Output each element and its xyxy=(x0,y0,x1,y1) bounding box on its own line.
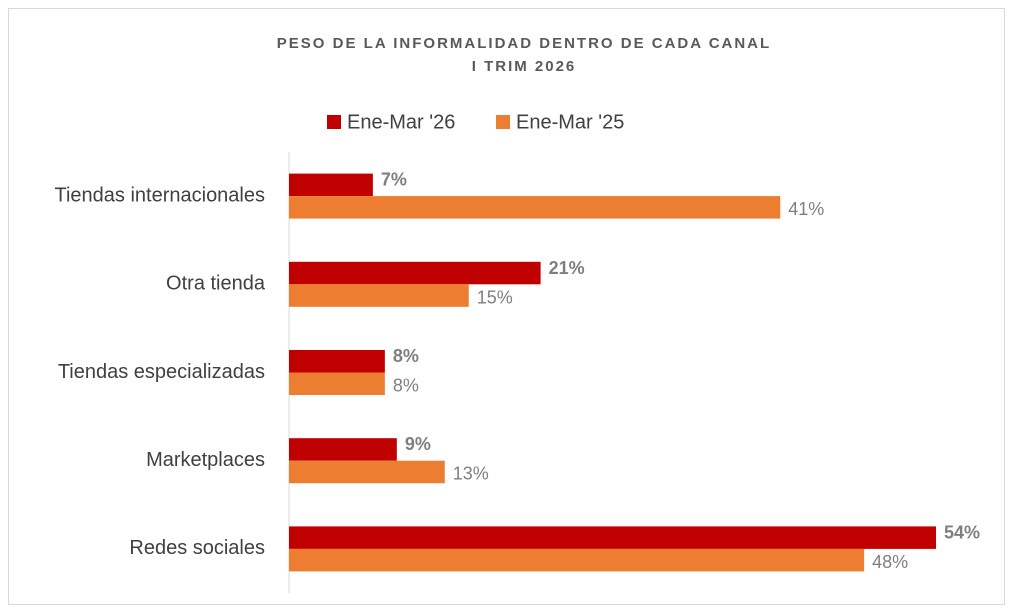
category-label: Otra tienda xyxy=(166,273,266,295)
bar xyxy=(289,460,445,484)
data-label: 9% xyxy=(405,434,431,454)
bar xyxy=(289,261,541,285)
legend-swatch xyxy=(496,115,510,129)
data-label: 7% xyxy=(381,170,407,190)
bar xyxy=(289,173,373,197)
bar xyxy=(289,548,865,572)
category-label: Tiendas internacionales xyxy=(55,184,266,206)
bar xyxy=(289,526,937,549)
chart-title: PESO DE LA INFORMALIDAD DENTRO DE CADA C… xyxy=(277,35,771,52)
category-label: Marketplaces xyxy=(146,449,265,471)
data-label: 48% xyxy=(872,552,908,572)
category-label: Tiendas especializadas xyxy=(58,361,265,383)
data-label: 54% xyxy=(944,522,980,542)
data-label: 13% xyxy=(453,464,489,484)
data-label: 15% xyxy=(477,287,513,307)
chart-border xyxy=(8,8,1005,605)
bar xyxy=(289,350,385,373)
category-label: Redes sociales xyxy=(129,537,265,559)
chart-subtitle: I TRIM 2026 xyxy=(472,58,577,75)
legend-label: Ene-Mar '25 xyxy=(516,111,624,133)
bar xyxy=(289,438,397,461)
data-label: 41% xyxy=(788,199,824,219)
legend-label: Ene-Mar '26 xyxy=(347,111,455,133)
data-label: 21% xyxy=(549,258,585,278)
bar xyxy=(289,284,469,307)
legend-swatch xyxy=(327,115,341,129)
bar xyxy=(289,372,385,395)
bar xyxy=(289,196,781,219)
data-label: 8% xyxy=(393,346,419,366)
data-label: 8% xyxy=(393,376,419,396)
